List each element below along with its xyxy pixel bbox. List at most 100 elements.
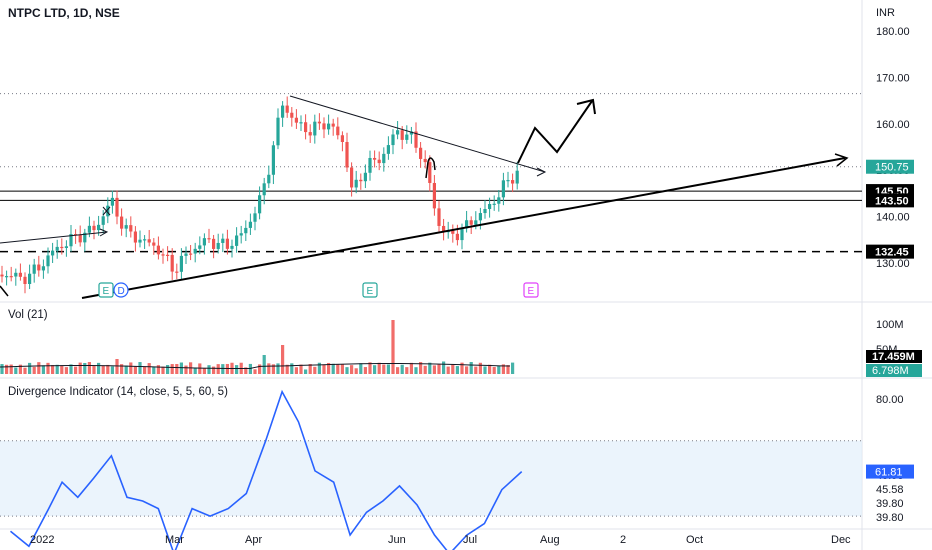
volume-bar: [423, 365, 427, 374]
volume-bar: [488, 364, 492, 374]
event-letter: E: [103, 286, 110, 297]
candle-body: [106, 205, 110, 217]
volume-bar: [345, 367, 349, 374]
volume-bar: [0, 364, 4, 374]
candle-body: [511, 180, 515, 184]
event-dividend-marker[interactable]: [113, 282, 129, 298]
candle-body: [74, 234, 78, 236]
candle-body: [363, 172, 367, 182]
candle-body: [299, 122, 303, 124]
volume-bar: [51, 365, 55, 374]
time-tick-label: Oct: [686, 534, 703, 546]
candle-body: [239, 233, 243, 236]
volume-bar: [83, 363, 87, 374]
candle-body: [115, 197, 119, 217]
candle-body: [184, 253, 188, 256]
volume-bar: [175, 364, 179, 374]
descending-trendline[interactable]: [289, 95, 546, 173]
ascending-support-line[interactable]: [81, 157, 846, 299]
volume-bar: [143, 366, 147, 374]
candle-body: [170, 254, 174, 272]
candle-body: [51, 250, 55, 256]
time-axis[interactable]: 2022 Mar Apr Jun Jul Aug 2 Oct Dec: [30, 534, 851, 546]
volume-bar: [55, 364, 59, 374]
drawings[interactable]: [0, 95, 849, 299]
volume-bar: [409, 362, 413, 374]
candle-body: [129, 225, 133, 232]
candle-body: [189, 253, 193, 255]
candle-body: [138, 239, 142, 243]
volume-bar: [221, 364, 225, 374]
volume-bar: [442, 361, 446, 374]
candle-body: [506, 180, 510, 182]
candle-body: [60, 246, 64, 249]
volume-bar: [253, 369, 257, 374]
volume-bar: [244, 367, 248, 374]
volume-bar: [299, 364, 303, 374]
candle-body: [120, 216, 124, 229]
volume-bar: [37, 362, 41, 374]
candle-body: [304, 122, 308, 133]
candle-body: [469, 220, 473, 225]
candle-body: [377, 159, 381, 164]
symbol-title[interactable]: NTPC LTD, 1D, NSE: [8, 6, 120, 20]
candle-body: [78, 234, 82, 243]
candle-body: [281, 105, 285, 118]
candle-body: [267, 174, 271, 184]
volume-bar: [184, 365, 188, 374]
volume-bar: [212, 366, 216, 374]
volume-bar: [74, 366, 78, 374]
candle-body: [262, 183, 266, 196]
candle-body: [340, 135, 344, 143]
volume-bar: [432, 365, 436, 374]
candle-body: [83, 232, 87, 243]
divergence-indicator-line: [9, 389, 523, 550]
time-tick-label: 2: [620, 534, 626, 546]
candle-body: [432, 182, 436, 209]
volume-bar: [506, 365, 510, 374]
candle-body: [396, 130, 400, 135]
support-levels[interactable]: [0, 190, 862, 253]
event-earnings-marker[interactable]: [362, 282, 378, 298]
candle-body: [28, 273, 32, 284]
volume-bars: [0, 320, 515, 374]
candles: [0, 96, 519, 294]
event-letter: D: [118, 286, 125, 297]
candle-body: [285, 105, 289, 113]
event-earnings-marker[interactable]: [98, 282, 114, 298]
candle-body: [515, 170, 519, 184]
volume-bar: [179, 362, 183, 374]
time-tick-label: Dec: [831, 534, 851, 546]
candle-body: [465, 220, 469, 229]
candle-body: [124, 225, 128, 229]
volume-bar: [313, 366, 317, 374]
volume-bar: [446, 366, 450, 374]
level-price-badge: [866, 193, 914, 208]
cross-mark: [102, 206, 111, 216]
indicator-tick-label: 45.58: [876, 484, 904, 496]
candle-body: [5, 276, 9, 278]
volume-bar: [115, 359, 119, 374]
volume-bar: [368, 362, 372, 374]
indicator-label[interactable]: Divergence Indicator (14, close, 5, 5, 6…: [8, 386, 228, 398]
volume-bar: [340, 364, 344, 374]
volume-bar: [308, 364, 312, 374]
candle-body: [64, 246, 68, 248]
volume-bar: [18, 364, 22, 374]
projection-arrowhead: [576, 98, 596, 115]
volume-bar: [400, 364, 404, 374]
volume-bar: [469, 362, 473, 374]
candle-body: [143, 239, 147, 241]
candle-body: [244, 227, 248, 234]
early-uptrend-line[interactable]: [0, 231, 108, 244]
event-earnings-upcoming-marker[interactable]: [523, 282, 539, 298]
volume-bar: [152, 366, 156, 374]
volume-label[interactable]: Vol (21): [8, 309, 48, 321]
projection-path[interactable]: [517, 100, 593, 164]
event-letter: E: [528, 286, 535, 297]
